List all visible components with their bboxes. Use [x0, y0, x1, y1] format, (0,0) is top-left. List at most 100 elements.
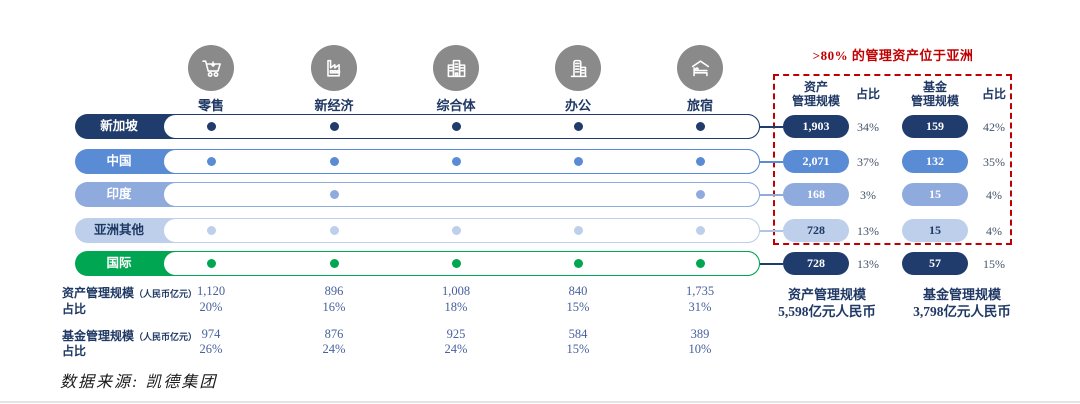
- presence-dot: [573, 157, 583, 166]
- region-track: [163, 149, 760, 174]
- fund-pill: 15: [902, 183, 968, 206]
- presence-dot: [695, 190, 705, 199]
- stat-label-text: 占比: [62, 344, 87, 358]
- fund-pill: 159: [902, 115, 968, 138]
- fund-total-value: 3,798亿元人民币: [913, 304, 1011, 319]
- fund-share: 4%: [986, 187, 1002, 202]
- row-connector: [760, 160, 783, 163]
- presence-dot: [695, 122, 705, 131]
- aum-pill: 2,071: [783, 150, 849, 173]
- aum-share: 34%: [857, 119, 879, 134]
- sector-label: 办公: [564, 98, 591, 113]
- stat-value: 20%: [199, 300, 223, 314]
- office-building-icon: [555, 45, 601, 91]
- aum-total-value: 5,598亿元人民币: [778, 304, 876, 319]
- aum-pill: 168: [783, 183, 849, 206]
- stat-row-label: 基金管理规模（人民币亿元）: [62, 327, 197, 344]
- presence-dot: [451, 226, 461, 235]
- header-aum: 资产 管理规模: [791, 80, 840, 108]
- region-track: [163, 251, 760, 276]
- fund-total-title: 基金管理规模: [922, 287, 1001, 302]
- aum-pill: 728: [783, 252, 849, 275]
- stat-value: 389: [690, 327, 710, 341]
- presence-dot: [451, 259, 461, 268]
- asia-highlight-box: [773, 74, 1012, 245]
- stat-label-text: （人民币亿元）: [134, 332, 198, 342]
- stat-value: 1,120: [196, 284, 226, 298]
- region-row: 亚洲其他: [75, 218, 760, 243]
- presence-dot: [329, 190, 339, 199]
- row-connector: [760, 262, 783, 265]
- aum-share: 13%: [857, 223, 879, 238]
- stat-row-label: 资产管理规模（人民币亿元）: [62, 284, 197, 301]
- fund-share: 4%: [986, 223, 1002, 238]
- sector-label: 新经济: [314, 98, 354, 113]
- aum-share: 37%: [857, 154, 879, 169]
- region-row: 印度: [75, 182, 760, 207]
- region-track: [163, 182, 760, 207]
- stat-value: 15%: [566, 342, 590, 356]
- row-connector: [760, 193, 783, 196]
- stat-value: 16%: [322, 300, 346, 314]
- stat-row-label: 占比: [62, 300, 86, 317]
- stat-value: 896: [324, 284, 344, 298]
- sector-label: 旅宿: [686, 98, 713, 113]
- region-label: 新加坡: [100, 119, 138, 133]
- fund-share: 35%: [983, 154, 1005, 169]
- stat-value: 876: [324, 327, 344, 341]
- aum-pill: 728: [783, 219, 849, 242]
- header-fund: 基金 管理规模: [910, 80, 959, 108]
- region-label: 国际: [106, 256, 132, 270]
- fund-pill: 15: [902, 219, 968, 242]
- cart-icon: [188, 45, 234, 91]
- stat-value: 10%: [688, 342, 712, 356]
- aum-share: 13%: [857, 256, 879, 271]
- fund-pill: 57: [902, 252, 968, 275]
- region-label: 印度: [106, 187, 132, 201]
- region-label: 亚洲其他: [93, 223, 144, 237]
- stat-value: 925: [446, 327, 466, 341]
- stat-value: 974: [201, 327, 221, 341]
- region-row: 国际: [75, 251, 760, 276]
- aum-pill: 1,903: [783, 115, 849, 138]
- presence-dot: [451, 157, 461, 166]
- sector-label: 零售: [197, 98, 224, 113]
- region-row: 新加坡: [75, 114, 760, 139]
- stat-value: 584: [568, 327, 588, 341]
- presence-dot: [206, 157, 216, 166]
- region-row: 中国: [75, 149, 760, 174]
- complex-icon: [433, 45, 479, 91]
- data-source: 数据来源: 凯德集团: [60, 374, 218, 391]
- stat-value: 1,735: [685, 284, 715, 298]
- presence-dot: [695, 226, 705, 235]
- stat-value: 840: [568, 284, 588, 298]
- factory-icon: [311, 45, 357, 91]
- presence-dot: [206, 122, 216, 131]
- row-connector: [760, 229, 783, 232]
- presence-dot: [573, 259, 583, 268]
- presence-dot: [329, 226, 339, 235]
- aum-total-title: 资产管理规模: [787, 287, 866, 302]
- fund-share: 42%: [983, 119, 1005, 134]
- stat-value: 1,008: [441, 284, 471, 298]
- presence-dot: [329, 122, 339, 131]
- presence-dot: [695, 157, 705, 166]
- stat-value: 24%: [444, 342, 468, 356]
- region-track: [163, 218, 760, 243]
- stat-value: 18%: [444, 300, 468, 314]
- region-track: [163, 114, 760, 139]
- stat-label-text: 占比: [62, 302, 87, 316]
- stat-label-text: （人民币亿元）: [134, 289, 198, 299]
- row-connector: [760, 125, 783, 128]
- presence-dot: [206, 226, 216, 235]
- bed-icon: [677, 45, 723, 91]
- stat-label-text: 基金管理规模: [62, 329, 135, 343]
- presence-dot: [695, 259, 705, 268]
- presence-dot: [206, 259, 216, 268]
- stat-value: 15%: [566, 300, 590, 314]
- asia-share-annotation: >80% 的管理资产位于亚洲: [812, 48, 974, 63]
- stat-value: 26%: [199, 342, 223, 356]
- sector-label: 综合体: [436, 98, 476, 113]
- header-fund-share: 占比: [981, 87, 1006, 101]
